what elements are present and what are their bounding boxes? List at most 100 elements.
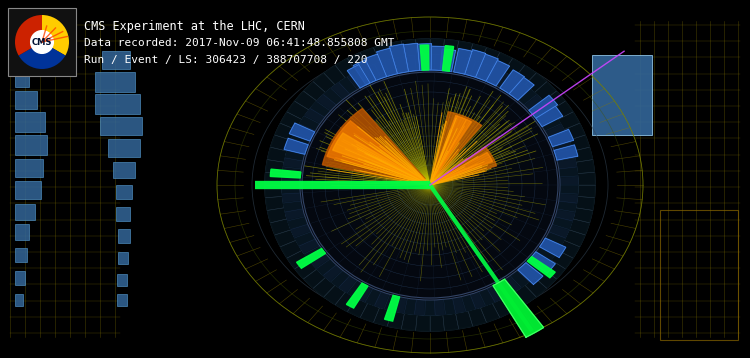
Polygon shape <box>416 315 430 331</box>
Polygon shape <box>493 299 512 317</box>
Polygon shape <box>356 285 373 302</box>
Text: CMS: CMS <box>32 38 53 47</box>
Polygon shape <box>347 65 370 88</box>
Polygon shape <box>285 149 305 161</box>
Polygon shape <box>543 260 566 279</box>
Bar <box>15 294 23 306</box>
Polygon shape <box>424 55 435 70</box>
Bar <box>8 8 76 76</box>
Polygon shape <box>284 201 303 212</box>
Polygon shape <box>374 44 392 62</box>
Polygon shape <box>271 219 291 235</box>
Polygon shape <box>360 304 380 322</box>
Polygon shape <box>404 43 420 72</box>
Polygon shape <box>569 219 590 235</box>
Polygon shape <box>387 311 404 329</box>
Polygon shape <box>287 101 309 120</box>
Polygon shape <box>424 300 435 315</box>
Bar <box>15 135 47 155</box>
Text: Data recorded: 2017-Nov-09 06:41:48.855808 GMT: Data recorded: 2017-Nov-09 06:41:48.8558… <box>84 38 394 48</box>
Polygon shape <box>552 141 572 153</box>
Bar <box>118 229 130 243</box>
Polygon shape <box>431 46 445 71</box>
Polygon shape <box>536 246 556 261</box>
Polygon shape <box>430 39 445 54</box>
Polygon shape <box>314 73 334 92</box>
Polygon shape <box>529 95 557 118</box>
Polygon shape <box>510 83 529 100</box>
Polygon shape <box>339 276 357 293</box>
Polygon shape <box>552 217 572 229</box>
Polygon shape <box>347 72 365 90</box>
Polygon shape <box>365 288 381 305</box>
Bar <box>15 112 45 132</box>
Bar <box>15 181 41 199</box>
Polygon shape <box>331 83 350 100</box>
Polygon shape <box>576 160 594 174</box>
Bar <box>15 69 29 87</box>
Polygon shape <box>554 145 578 160</box>
Polygon shape <box>296 248 326 268</box>
Polygon shape <box>374 292 390 309</box>
Polygon shape <box>347 299 368 317</box>
Polygon shape <box>346 283 368 308</box>
Polygon shape <box>265 172 283 185</box>
Ellipse shape <box>302 72 558 298</box>
Polygon shape <box>287 251 309 269</box>
Polygon shape <box>440 49 455 72</box>
Polygon shape <box>374 308 392 326</box>
Polygon shape <box>291 132 311 146</box>
Polygon shape <box>394 296 407 313</box>
Polygon shape <box>316 259 337 275</box>
Polygon shape <box>324 66 345 84</box>
Polygon shape <box>540 116 561 131</box>
Polygon shape <box>442 45 454 71</box>
Polygon shape <box>436 147 496 183</box>
Polygon shape <box>481 48 500 66</box>
Polygon shape <box>557 201 577 212</box>
Polygon shape <box>384 294 398 311</box>
Polygon shape <box>525 73 547 92</box>
Polygon shape <box>295 124 315 138</box>
Polygon shape <box>470 292 485 309</box>
Polygon shape <box>430 315 445 331</box>
Polygon shape <box>347 53 368 72</box>
Bar <box>117 294 127 306</box>
Polygon shape <box>401 39 417 56</box>
Polygon shape <box>548 130 574 147</box>
Polygon shape <box>316 95 337 111</box>
Polygon shape <box>322 108 425 183</box>
Polygon shape <box>454 49 472 74</box>
Polygon shape <box>465 50 486 77</box>
Polygon shape <box>551 101 573 120</box>
Wedge shape <box>42 15 69 55</box>
Polygon shape <box>335 59 356 78</box>
Polygon shape <box>578 185 595 198</box>
Polygon shape <box>310 253 331 268</box>
Polygon shape <box>374 61 390 78</box>
Polygon shape <box>557 158 577 169</box>
Bar <box>102 51 130 69</box>
Polygon shape <box>385 295 400 321</box>
Polygon shape <box>376 48 398 77</box>
Polygon shape <box>304 82 326 101</box>
Polygon shape <box>415 55 425 71</box>
Polygon shape <box>468 44 487 62</box>
Polygon shape <box>282 167 302 177</box>
Polygon shape <box>495 280 513 297</box>
Polygon shape <box>503 77 521 95</box>
Polygon shape <box>275 230 296 247</box>
Polygon shape <box>573 147 592 162</box>
Polygon shape <box>456 311 472 329</box>
Circle shape <box>31 31 53 53</box>
Bar <box>116 207 130 221</box>
Polygon shape <box>535 269 556 288</box>
Polygon shape <box>282 185 300 194</box>
Polygon shape <box>478 288 495 305</box>
Polygon shape <box>549 224 569 238</box>
Polygon shape <box>331 270 350 287</box>
Polygon shape <box>282 193 302 203</box>
Polygon shape <box>314 278 334 297</box>
Bar <box>15 271 25 285</box>
Polygon shape <box>420 45 429 70</box>
